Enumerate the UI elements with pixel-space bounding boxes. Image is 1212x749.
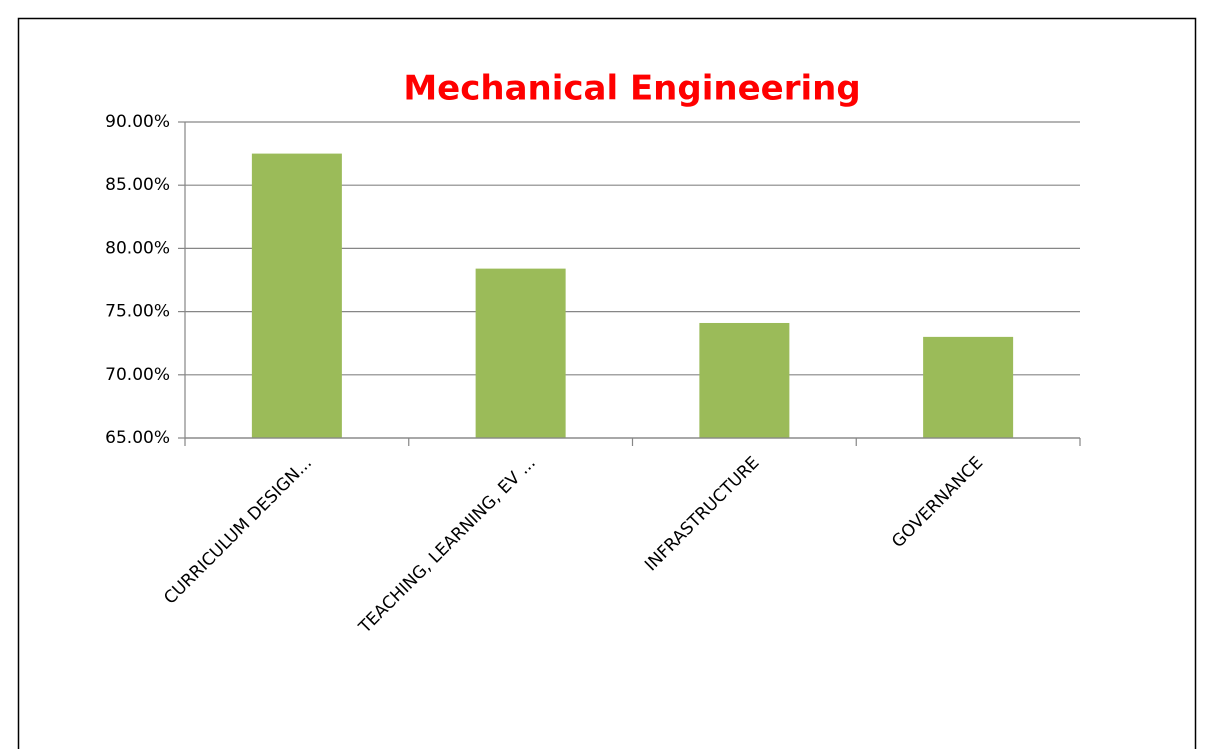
y-tick-label: 75.00%	[105, 302, 170, 322]
bar	[923, 336, 1014, 438]
chart-border	[17, 17, 1197, 749]
bar	[475, 268, 566, 438]
y-tick-label: 90.00%	[105, 112, 170, 132]
bar	[699, 322, 790, 438]
y-tick-label: 80.00%	[105, 238, 170, 258]
bar	[251, 153, 342, 438]
y-tick-label: 65.00%	[105, 428, 170, 448]
y-tick-label: 70.00%	[105, 365, 170, 385]
y-tick-label: 85.00%	[105, 175, 170, 195]
chart-title: Mechanical Engineering	[403, 69, 860, 109]
